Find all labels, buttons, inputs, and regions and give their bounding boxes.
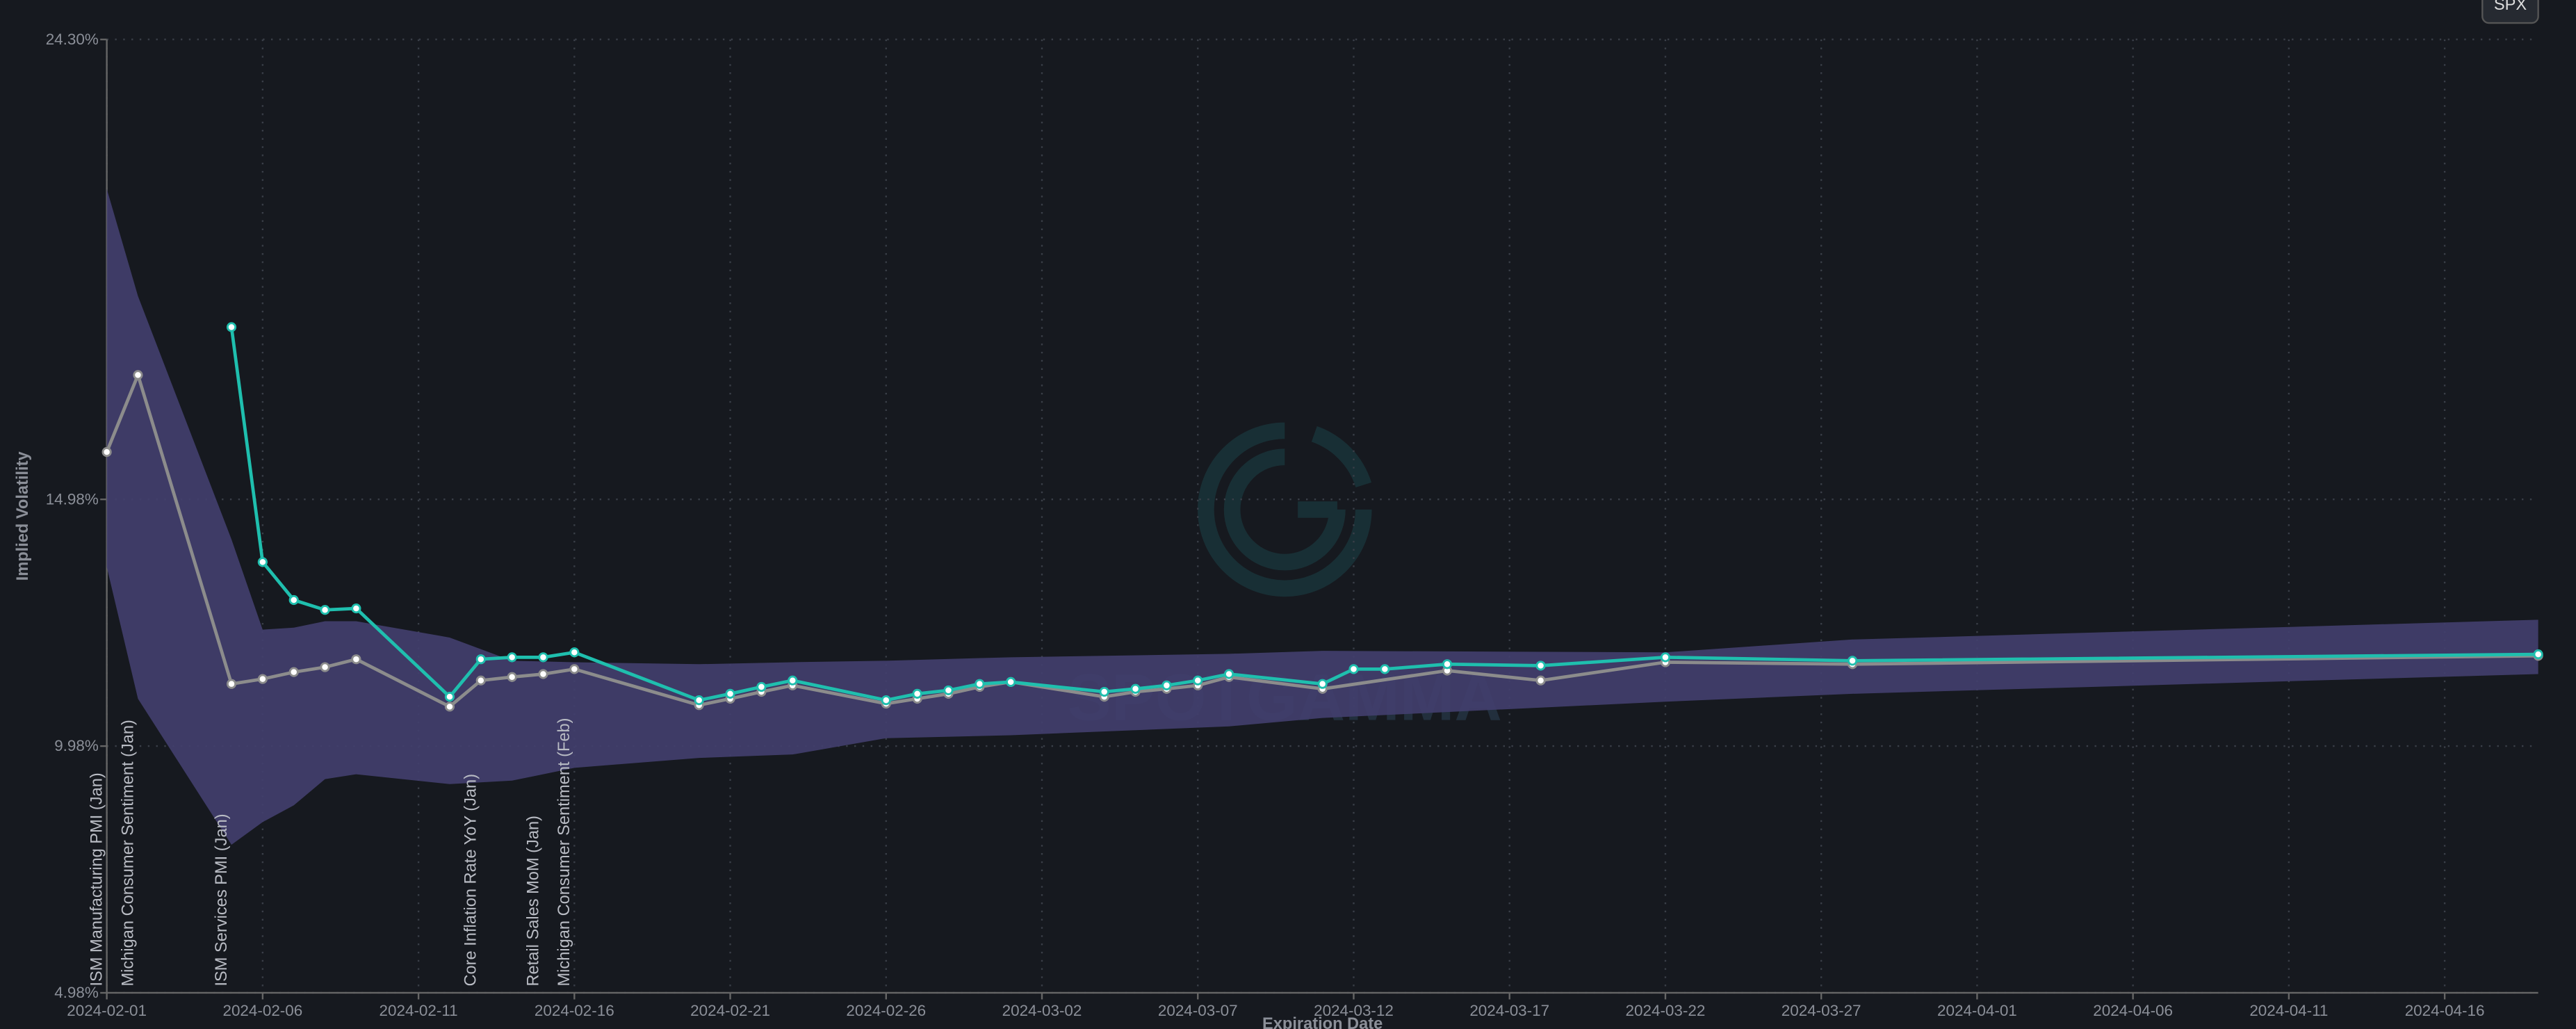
x-tick-label: 2024-03-02 <box>1002 1002 1082 1019</box>
x-tick-label: 2024-03-17 <box>1469 1002 1549 1019</box>
data-point <box>1193 675 1203 686</box>
data-point <box>1006 676 1016 687</box>
button-box[interactable] <box>2481 0 2539 24</box>
event-label: ISM Manufacturing PMI (Jan) <box>88 772 106 986</box>
x-tick-label: 2024-04-06 <box>2093 1002 2173 1019</box>
data-point <box>133 370 143 380</box>
x-tick-label: 2024-04-01 <box>1937 1002 2017 1019</box>
data-point <box>694 695 704 706</box>
data-point <box>351 603 361 614</box>
data-point <box>288 594 299 606</box>
data-point <box>1099 686 1109 697</box>
x-tick-label: 2024-02-11 <box>380 1002 458 1019</box>
x-tick-label: 2024-04-11 <box>2249 1002 2328 1019</box>
y-tick-label: 24.30% <box>46 31 99 48</box>
data-point <box>507 672 517 682</box>
x-tick-label: 2024-02-06 <box>222 1002 302 1019</box>
event-label: Core Inflation Rate YoY (Jan) <box>462 774 480 987</box>
spx-button[interactable]: SPX <box>2481 0 2539 24</box>
data-point <box>351 654 361 665</box>
data-point <box>226 322 237 332</box>
data-point <box>1535 675 1546 686</box>
event-label: ISM Services PMI (Jan) <box>213 813 231 986</box>
data-point <box>538 669 548 679</box>
data-point <box>1348 664 1359 674</box>
data-point <box>475 654 486 665</box>
data-point <box>320 662 330 672</box>
data-point <box>320 605 330 615</box>
data-point <box>538 652 548 663</box>
x-tick-label: 2024-02-21 <box>690 1002 770 1019</box>
x-axis-label: Expiration Date <box>1262 1015 1383 1029</box>
data-point <box>1535 661 1546 671</box>
data-point <box>943 685 954 696</box>
data-point <box>1161 680 1172 690</box>
data-point <box>444 702 455 712</box>
y-tick-label: 9.98% <box>54 737 99 754</box>
data-point <box>1442 659 1453 670</box>
x-tick-label: 2024-03-07 <box>1158 1002 1238 1019</box>
data-point <box>1317 679 1328 689</box>
watermark-logo <box>1198 422 1372 597</box>
data-point <box>2533 649 2543 660</box>
data-point <box>975 679 985 689</box>
event-label: Michigan Consumer Sentiment (Feb) <box>555 718 573 986</box>
data-point <box>257 674 268 684</box>
data-point <box>788 675 798 686</box>
data-point <box>257 557 268 567</box>
event-label: Retail Sales MoM (Jan) <box>524 816 542 987</box>
data-point <box>912 688 922 699</box>
x-tick-label: 2024-04-16 <box>2405 1002 2485 1019</box>
x-tick-label: 2024-02-16 <box>535 1002 614 1019</box>
data-point <box>569 664 580 674</box>
button-label[interactable]: SPX <box>2494 0 2527 14</box>
x-tick-label: 2024-02-26 <box>846 1002 926 1019</box>
x-tick-label: 2024-02-01 <box>67 1002 147 1019</box>
data-point <box>1130 683 1141 694</box>
data-point <box>288 667 299 677</box>
data-point <box>444 692 455 702</box>
volatility-band <box>106 188 2538 845</box>
y-axis-label: Implied Volatility <box>14 451 32 581</box>
data-point <box>1380 664 1390 674</box>
data-point <box>101 447 112 457</box>
data-point <box>475 675 486 686</box>
event-label: Michigan Consumer Sentiment (Jan) <box>119 720 137 986</box>
data-point <box>725 688 735 699</box>
data-point <box>1224 669 1234 679</box>
y-tick-label: 14.98% <box>46 490 99 508</box>
y-tick-label: 4.98% <box>54 984 99 1001</box>
data-point <box>1660 652 1671 663</box>
data-point <box>1847 656 1858 666</box>
data-point <box>226 679 237 689</box>
x-tick-label: 2024-03-27 <box>1782 1002 1861 1019</box>
data-point <box>569 647 580 658</box>
data-point <box>756 681 767 692</box>
data-point <box>881 695 891 706</box>
series-line <box>229 327 2538 702</box>
data-point <box>507 652 517 663</box>
x-tick-label: 2024-03-22 <box>1626 1002 1706 1019</box>
series-line <box>105 370 2538 709</box>
x-tick-label: 2024-03-12 <box>1314 1002 1394 1019</box>
